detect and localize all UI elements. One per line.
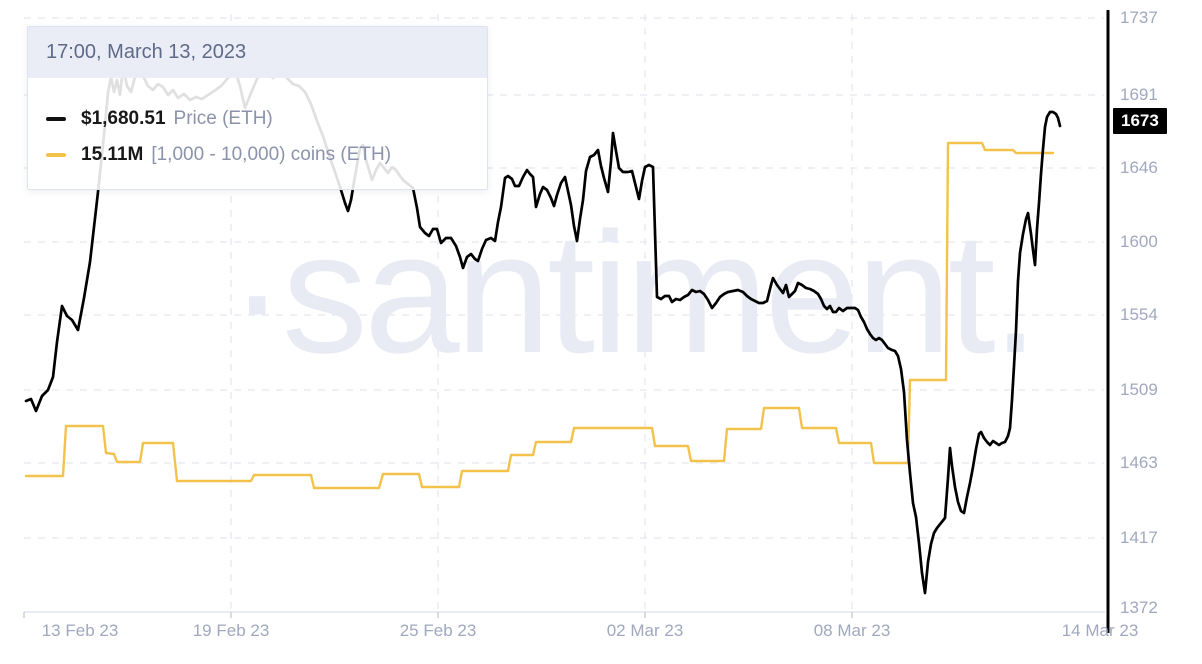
y-tick-1554: 1554: [1120, 305, 1158, 324]
legend-row-price: $1,680.51 Price (ETH): [46, 108, 469, 130]
price-value: $1,680.51: [81, 108, 166, 129]
coins-value: 15.11M: [81, 144, 144, 165]
current-price-badge: 1673: [1113, 108, 1167, 134]
chart-tooltip: 17:00, March 13, 2023 $1,680.51 Price (E…: [27, 26, 488, 190]
x-tick-14-mar: 14 Mar 23: [1061, 621, 1139, 640]
x-tick-08-mar: 08 Mar 23: [813, 621, 891, 640]
x-tick-13-feb: 13 Feb 23: [41, 621, 119, 640]
y-tick-1646: 1646: [1120, 158, 1158, 177]
coins-series-line: [24, 141, 1055, 490]
legend-row-coins: 15.11M [1,000 - 10,000) coins (ETH): [46, 144, 469, 166]
x-axis-ticks: [23, 612, 853, 618]
y-tick-1463: 1463: [1120, 453, 1158, 472]
y-tick-1600: 1600: [1120, 232, 1158, 251]
price-line-swatch-icon: [46, 117, 66, 121]
coins-line-swatch-icon: [46, 153, 66, 157]
tooltip-body: $1,680.51 Price (ETH) 15.11M [1,000 - 10…: [28, 78, 487, 166]
y-tick-1417: 1417: [1120, 528, 1158, 547]
horizontal-gridlines: [24, 17, 1104, 539]
tooltip-timestamp: 17:00, March 13, 2023: [28, 27, 487, 78]
y-tick-1691: 1691: [1120, 85, 1158, 104]
x-tick-25-feb: 25 Feb 23: [399, 621, 477, 640]
y-tick-1737: 1737: [1120, 8, 1158, 27]
x-tick-19-feb: 19 Feb 23: [192, 621, 270, 640]
y-tick-1509: 1509: [1120, 380, 1158, 399]
santiment-watermark: ·santiment.: [229, 197, 1036, 389]
coins-label: [1,000 - 10,000) coins (ETH): [151, 144, 392, 165]
price-label: Price (ETH): [173, 108, 273, 129]
x-tick-02-mar: 02 Mar 23: [606, 621, 684, 640]
y-tick-1372: 1372: [1120, 598, 1158, 617]
